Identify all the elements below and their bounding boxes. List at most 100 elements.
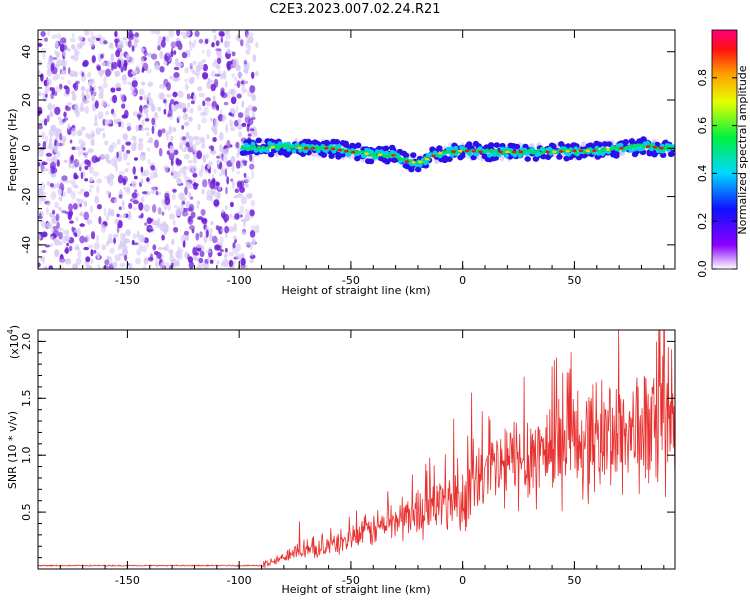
track-segment <box>668 151 675 157</box>
noise-speckle <box>235 34 241 41</box>
noise-speckle <box>239 205 245 215</box>
noise-speckle <box>176 260 180 268</box>
track-peak <box>464 149 470 153</box>
noise-speckle <box>110 87 116 93</box>
noise-speckle <box>157 129 162 138</box>
noise-speckle <box>126 186 131 193</box>
noise-speckle <box>168 202 171 212</box>
noise-speckle <box>249 85 256 94</box>
noise-speckle <box>199 111 206 117</box>
noise-speckle <box>211 106 216 110</box>
noise-speckle <box>173 205 180 209</box>
noise-speckle <box>197 86 203 92</box>
noise-speckle <box>104 259 110 266</box>
track-peak <box>431 154 436 158</box>
noise-speckle <box>194 30 200 37</box>
track-segment <box>367 153 372 157</box>
noise-speckle <box>67 80 71 85</box>
noise-speckle <box>176 76 182 81</box>
noise-speckle <box>90 205 93 213</box>
noise-speckle <box>74 103 79 112</box>
noise-speckle <box>85 256 91 263</box>
noise-speckle <box>60 37 67 44</box>
noise-speckle <box>201 143 206 149</box>
noise-speckle <box>71 93 77 101</box>
track-segment <box>485 148 489 152</box>
noise-speckle <box>170 262 174 267</box>
noise-speckle <box>47 102 53 111</box>
noise-speckle <box>249 242 253 250</box>
noise-speckle <box>140 245 147 253</box>
noise-speckle <box>80 150 84 156</box>
track-segment <box>355 142 362 149</box>
noise-speckle <box>173 66 180 71</box>
noise-speckle <box>220 87 225 94</box>
noise-speckle <box>135 257 141 265</box>
noise-speckle <box>107 233 113 240</box>
track-segment <box>255 137 262 144</box>
noise-speckle <box>87 80 93 87</box>
noise-speckle <box>110 174 115 180</box>
noise-speckle <box>188 164 194 174</box>
noise-speckle <box>205 249 212 254</box>
noise-speckle <box>141 119 145 127</box>
noise-speckle <box>249 128 255 132</box>
noise-speckle <box>249 153 253 162</box>
noise-speckle <box>91 95 94 101</box>
noise-speckle <box>123 62 128 72</box>
noise-speckle <box>52 209 56 215</box>
noise-speckle <box>184 207 190 212</box>
noise-speckle <box>56 159 60 167</box>
noise-speckle <box>181 200 186 205</box>
noise-speckle <box>56 33 62 40</box>
track-peak <box>585 149 590 152</box>
noise-speckle <box>97 263 101 269</box>
noise-speckle <box>249 259 254 264</box>
noise-speckle <box>189 142 193 148</box>
noise-speckle <box>146 68 152 74</box>
track-peak <box>310 147 316 150</box>
noise-speckle <box>226 176 230 185</box>
noise-speckle <box>51 34 58 39</box>
noise-speckle <box>202 100 206 107</box>
noise-speckle <box>93 91 98 96</box>
y-tick-label: -40 <box>20 236 33 254</box>
noise-speckle <box>172 170 179 180</box>
track-segment <box>415 166 422 173</box>
noise-speckle <box>188 40 192 46</box>
noise-speckle <box>95 127 101 135</box>
noise-speckle <box>133 242 139 246</box>
noise-speckle <box>110 257 113 266</box>
noise-speckle <box>245 107 250 114</box>
track-peak <box>659 146 664 150</box>
noise-speckle <box>49 183 55 188</box>
noise-speckle <box>157 92 163 100</box>
track-segment <box>252 145 257 149</box>
noise-speckle <box>163 99 167 104</box>
noise-speckle <box>46 68 52 77</box>
track-segment <box>287 145 292 149</box>
y-tick-label: 40 <box>20 45 33 59</box>
noise-speckle <box>105 110 109 116</box>
noise-speckle <box>237 72 243 78</box>
noise-speckle <box>197 61 204 70</box>
noise-speckle <box>205 229 209 238</box>
noise-speckle <box>181 51 188 59</box>
noise-speckle <box>122 213 126 219</box>
noise-speckle <box>115 49 120 58</box>
noise-speckle <box>54 249 60 256</box>
noise-speckle <box>151 220 158 226</box>
spectrogram-axes: -150 -100 -50 0 50 -40 -20 0 20 40 <box>20 30 675 287</box>
x-tick-label: 0 <box>459 574 466 587</box>
noise-speckle <box>121 94 127 103</box>
noise-speckle <box>206 134 210 140</box>
noise-speckle <box>84 165 89 170</box>
noise-speckle <box>224 225 230 234</box>
noise-speckle <box>97 85 102 90</box>
noise-speckle <box>127 211 132 217</box>
track-segment <box>307 146 312 150</box>
track-segment <box>292 145 296 149</box>
noise-speckle <box>236 80 241 89</box>
noise-speckle <box>120 232 124 241</box>
noise-speckle <box>169 145 175 154</box>
